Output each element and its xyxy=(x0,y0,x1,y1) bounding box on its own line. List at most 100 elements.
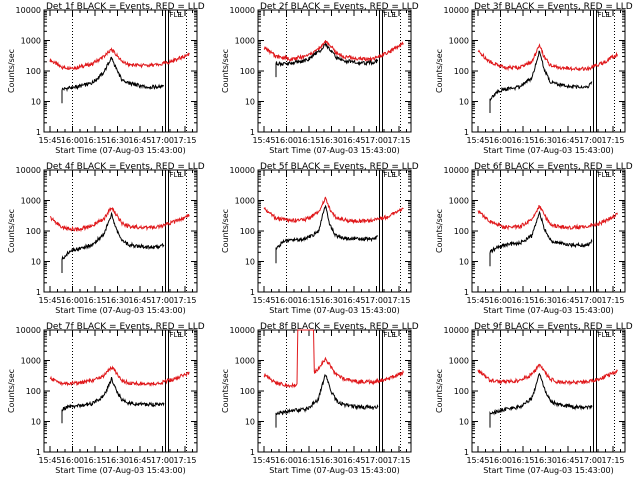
x-tick-label: 17:00 xyxy=(151,296,174,305)
y-tick-label: 1 xyxy=(464,288,469,297)
events-series-line xyxy=(489,50,593,113)
x-tick-label: 16:45 xyxy=(342,296,365,305)
y-tick-label: 10 xyxy=(31,98,41,107)
events-series-line xyxy=(275,373,379,428)
panel-det-2f: Det 2f BLACK = Events, RED = LLD 1 10 100 10… xyxy=(221,2,419,155)
x-tick-label: 16:00 xyxy=(489,136,512,145)
lld-series-line xyxy=(49,365,190,387)
flag-marker-l: L xyxy=(608,11,612,19)
y-tick-label: 10000 xyxy=(444,166,469,175)
x-tick-label: 16:00 xyxy=(489,296,512,305)
x-tick-label: 17:15 xyxy=(173,456,196,465)
x-tick-label: 16:15 xyxy=(83,456,106,465)
flag-marker-fle: FLE xyxy=(598,331,610,339)
panel-det-9f: Det 9f BLACK = Events, RED = LLD 1 10 100 10… xyxy=(435,322,633,475)
flag-marker-fle: FLE xyxy=(170,331,182,339)
x-tick-label: 15:45 xyxy=(38,456,61,465)
x-axis-label: Start Time (07-Aug-03 15:43:00) xyxy=(483,146,614,155)
y-tick-label: 1 xyxy=(36,128,41,137)
flag-marker-fle: FLE xyxy=(598,171,610,179)
y-tick-label: 1 xyxy=(464,128,469,137)
x-tick-label: 16:30 xyxy=(534,136,557,145)
y-axis-label: Counts/sec xyxy=(221,369,230,413)
flag-marker-l: L xyxy=(180,171,184,179)
x-tick-label: 17:15 xyxy=(601,456,624,465)
y-tick-label: 10 xyxy=(245,258,255,267)
x-tick-label: 16:00 xyxy=(275,456,298,465)
panel-title: Det 2f BLACK = Events, RED = LLD xyxy=(260,2,419,12)
x-tick-label: 15:45 xyxy=(38,136,61,145)
y-tick-label: 1000 xyxy=(449,197,469,206)
x-tick-label: 17:00 xyxy=(579,456,602,465)
flag-marker-fle: FLE xyxy=(384,171,396,179)
x-tick-label: 16:45 xyxy=(342,136,365,145)
x-tick-label: 16:00 xyxy=(275,296,298,305)
y-tick-label: 1000 xyxy=(21,357,41,366)
x-tick-label: 17:00 xyxy=(365,136,388,145)
y-tick-label: 1 xyxy=(250,128,255,137)
flag-marker-fle: FLE xyxy=(384,11,396,19)
y-tick-label: 1 xyxy=(250,448,255,457)
x-tick-label: 16:15 xyxy=(83,136,106,145)
x-tick-label: 15:45 xyxy=(252,136,275,145)
panel-title: Det 3f BLACK = Events, RED = LLD xyxy=(474,2,633,12)
y-axis-label: Counts/sec xyxy=(435,49,444,93)
x-tick-label: 16:15 xyxy=(297,296,320,305)
panel-title: Det 8f BLACK = Events, RED = LLD xyxy=(260,322,419,332)
x-tick-label: 16:00 xyxy=(275,136,298,145)
x-tick-label: 16:00 xyxy=(61,296,84,305)
y-axis-label: Counts/sec xyxy=(221,209,230,253)
panel-title: Det 4f BLACK = Events, RED = LLD xyxy=(46,162,205,172)
x-axis-label: Start Time (07-Aug-03 15:43:00) xyxy=(269,466,400,475)
x-tick-label: 15:45 xyxy=(466,296,489,305)
y-tick-label: 1 xyxy=(464,448,469,457)
plot-frame xyxy=(471,329,626,453)
y-tick-label: 10000 xyxy=(230,166,255,175)
panel-title: Det 9f BLACK = Events, RED = LLD xyxy=(474,322,633,332)
flag-marker-l: L xyxy=(394,11,398,19)
y-tick-label: 10000 xyxy=(230,6,255,15)
y-tick-label: 1 xyxy=(36,448,41,457)
panel-det-3f: Det 3f BLACK = Events, RED = LLD 1 10 100 10… xyxy=(435,2,633,155)
x-tick-label: 15:45 xyxy=(38,296,61,305)
y-tick-label: 10 xyxy=(31,418,41,427)
x-axis-label: Start Time (07-Aug-03 15:43:00) xyxy=(55,146,186,155)
x-tick-label: 16:30 xyxy=(534,296,557,305)
y-tick-label: 10 xyxy=(245,418,255,427)
x-tick-label: 17:00 xyxy=(365,296,388,305)
events-series-line xyxy=(61,376,165,424)
y-tick-label: 10 xyxy=(459,258,469,267)
flag-marker-fle: FLE xyxy=(384,331,396,339)
panel-title: Det 6f BLACK = Events, RED = LLD xyxy=(474,162,633,172)
lld-series-line xyxy=(477,363,618,386)
flag-marker-l: L xyxy=(180,11,184,19)
y-tick-label: 1000 xyxy=(235,197,255,206)
plot-frame xyxy=(257,169,412,293)
y-axis-label: Counts/sec xyxy=(435,209,444,253)
y-tick-label: 10000 xyxy=(444,6,469,15)
events-series-line xyxy=(489,372,593,428)
events-series-line xyxy=(489,210,593,267)
x-tick-label: 16:30 xyxy=(106,136,129,145)
x-tick-label: 16:30 xyxy=(320,136,343,145)
x-tick-label: 17:15 xyxy=(387,136,410,145)
x-tick-label: 16:30 xyxy=(320,456,343,465)
lld-series-line xyxy=(49,206,190,233)
x-tick-label: 16:45 xyxy=(556,136,579,145)
x-tick-label: 16:15 xyxy=(511,456,534,465)
plot-frame xyxy=(43,169,198,293)
events-series-line xyxy=(61,211,165,273)
x-tick-label: 16:15 xyxy=(297,136,320,145)
x-tick-label: 16:45 xyxy=(128,456,151,465)
y-tick-label: 10000 xyxy=(444,326,469,335)
y-tick-label: 100 xyxy=(240,67,255,76)
x-tick-label: 15:45 xyxy=(466,136,489,145)
y-tick-label: 10 xyxy=(459,418,469,427)
x-tick-label: 16:45 xyxy=(342,456,365,465)
y-tick-label: 100 xyxy=(240,227,255,236)
x-tick-label: 15:45 xyxy=(466,456,489,465)
y-axis-label: Counts/sec xyxy=(7,209,16,253)
x-tick-label: 17:00 xyxy=(579,296,602,305)
lld-series-line xyxy=(263,329,404,389)
panel-det-7f: Det 7f BLACK = Events, RED = LLD 1 10 100 10… xyxy=(7,322,205,475)
